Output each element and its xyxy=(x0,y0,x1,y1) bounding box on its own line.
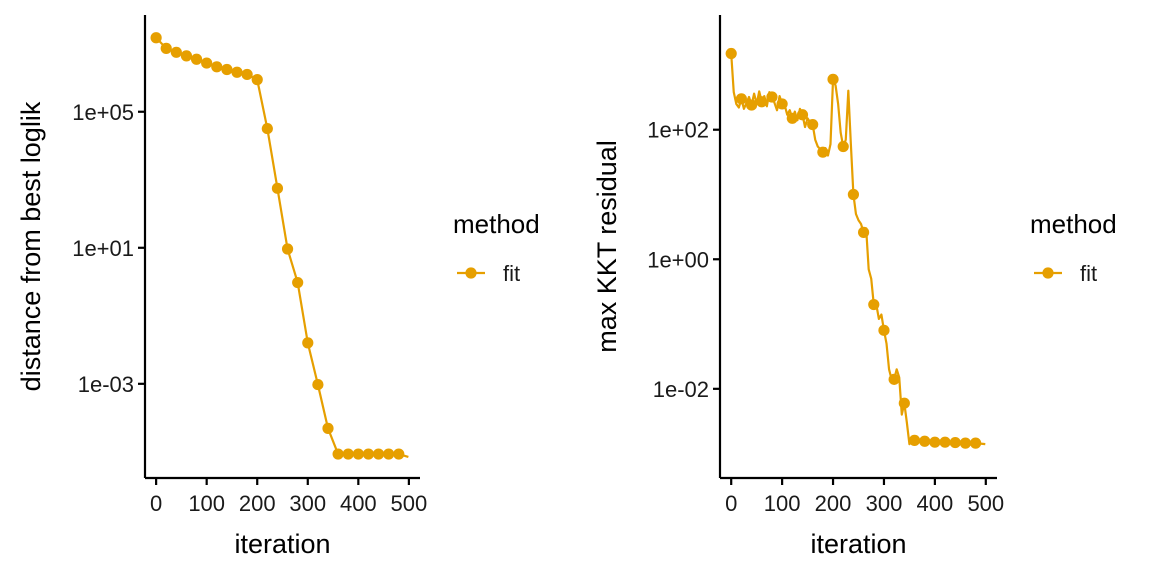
data-point xyxy=(766,91,778,103)
data-point xyxy=(807,118,819,131)
data-point xyxy=(302,337,314,349)
x-tick-label: 400 xyxy=(340,491,377,516)
data-point xyxy=(857,226,870,238)
data-point xyxy=(908,434,921,446)
data-point xyxy=(868,298,880,311)
x-tick-label: 200 xyxy=(815,491,852,516)
legend-key-marker xyxy=(465,267,477,279)
data-point xyxy=(231,66,243,78)
data-point xyxy=(281,243,294,255)
data-point xyxy=(847,188,860,201)
data-point xyxy=(970,437,982,449)
data-point xyxy=(241,68,253,81)
data-point xyxy=(332,448,344,460)
data-point xyxy=(725,47,737,60)
data-point xyxy=(221,63,233,76)
left-panel: 0 100 200 300 400 500 1e-03 1e+01 1e+05 iteration… xyxy=(16,15,540,559)
data-point xyxy=(919,435,931,447)
data-point xyxy=(261,122,273,135)
y-tick-label: 1e-02 xyxy=(653,377,709,402)
series-line-fit xyxy=(730,53,986,446)
x-tick-label: 300 xyxy=(289,491,326,516)
legend-title: method xyxy=(1030,209,1117,239)
data-point xyxy=(180,50,193,62)
x-tick-label: 0 xyxy=(150,491,162,516)
legend: method fit xyxy=(1030,209,1117,286)
legend-label: fit xyxy=(1080,261,1097,286)
data-point xyxy=(939,436,951,448)
data-point xyxy=(878,324,890,336)
data-point xyxy=(322,422,334,434)
data-point xyxy=(372,448,385,460)
legend: method fit xyxy=(453,209,540,286)
x-tick-label: 100 xyxy=(764,491,801,516)
data-point xyxy=(160,42,172,54)
x-tick-label: 500 xyxy=(967,491,1004,516)
y-tick-label: 1e+00 xyxy=(647,247,709,272)
legend-title: method xyxy=(453,209,540,239)
data-point xyxy=(949,436,961,449)
x-tick-label: 400 xyxy=(917,491,954,516)
data-point xyxy=(929,436,941,448)
data-point xyxy=(342,448,354,460)
y-tick-label: 1e+01 xyxy=(72,236,134,261)
legend-key-marker xyxy=(1042,267,1054,279)
data-point xyxy=(383,448,395,460)
data-point xyxy=(959,437,972,449)
data-point xyxy=(837,140,849,153)
data-point xyxy=(827,73,839,85)
x-tick-label: 300 xyxy=(866,491,903,516)
data-point xyxy=(251,74,263,86)
data-point xyxy=(888,373,900,385)
data-point xyxy=(786,112,798,124)
data-point xyxy=(735,93,747,105)
data-point xyxy=(312,378,324,391)
data-point xyxy=(393,448,405,460)
y-tick-label: 1e+02 xyxy=(647,118,709,143)
y-axis-title: distance from best loglik xyxy=(16,101,46,391)
data-point xyxy=(352,448,364,460)
data-point xyxy=(362,448,375,460)
y-tick-label: 1e-03 xyxy=(78,372,134,397)
x-tick-label: 500 xyxy=(391,491,428,516)
x-tick-label: 100 xyxy=(188,491,225,516)
data-point xyxy=(292,276,304,289)
data-point xyxy=(898,397,910,409)
data-point xyxy=(201,57,213,69)
x-axis-title: iteration xyxy=(810,529,906,559)
data-point xyxy=(211,61,223,73)
data-point xyxy=(776,98,788,110)
data-point xyxy=(745,99,758,111)
y-tick-label: 1e+05 xyxy=(72,100,134,125)
x-tick-label: 0 xyxy=(725,491,737,516)
data-point xyxy=(817,146,829,158)
data-point xyxy=(150,32,162,44)
y-axis-title: max KKT residual xyxy=(592,140,622,353)
data-point xyxy=(271,182,284,194)
x-tick-label: 200 xyxy=(239,491,276,516)
right-panel: 0 100 200 300 400 500 1e-02 1e+00 1e+02 iteration… xyxy=(592,15,1117,559)
data-point xyxy=(756,96,768,108)
data-point xyxy=(190,53,203,65)
data-point xyxy=(170,46,182,58)
data-point xyxy=(796,109,809,121)
legend-label: fit xyxy=(503,261,520,286)
x-axis-title: iteration xyxy=(234,529,330,559)
